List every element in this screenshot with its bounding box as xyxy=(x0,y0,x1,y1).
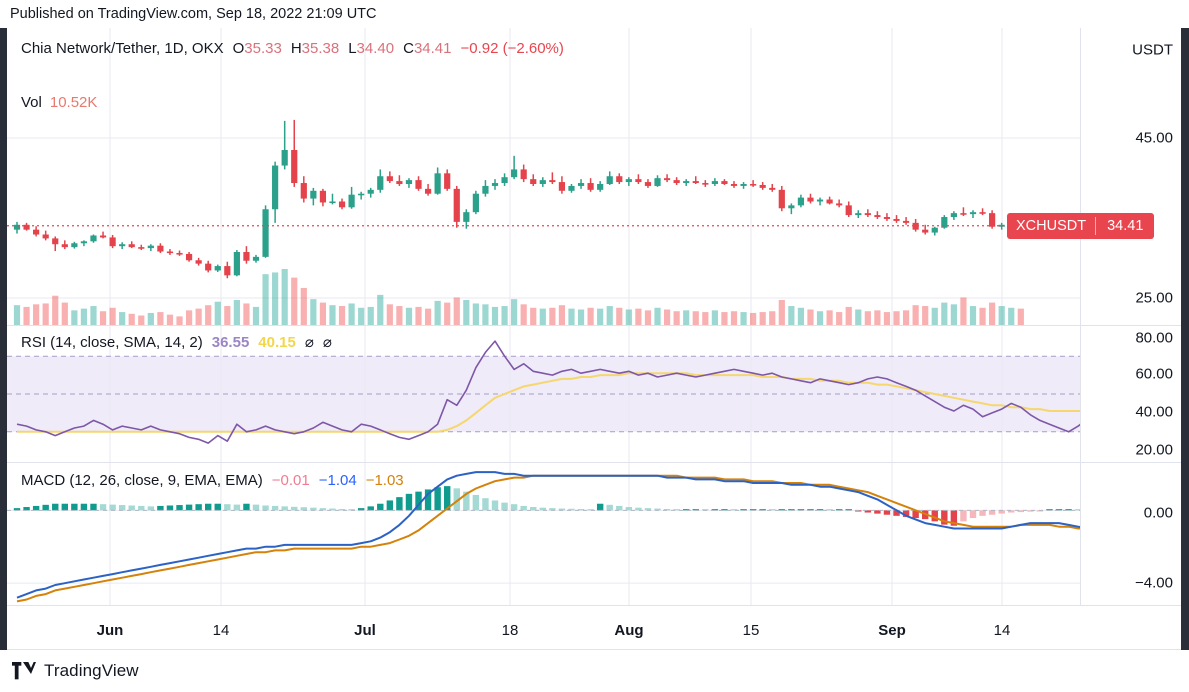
legend-change: −0.92 (−2.60%) xyxy=(460,40,564,57)
time-axis-label-0: Jun xyxy=(96,622,124,639)
legend-high-value: 35.38 xyxy=(301,40,340,57)
macd-svg xyxy=(7,463,1080,605)
price-badge-divider xyxy=(1095,216,1097,235)
macd-axis-label-0: 0.00 xyxy=(1143,504,1173,522)
rsi-legend-title[interactable]: RSI (14, close, SMA, 14, 2) xyxy=(21,334,203,351)
rsi-legend: RSI (14, close, SMA, 14, 2) 36.55 40.15 … xyxy=(21,333,332,351)
right-edge-rail xyxy=(1181,28,1189,650)
tradingview-brand-text: TradingView xyxy=(44,661,139,680)
time-axis[interactable]: Jun 14 Jul 18 Aug 15 Sep 14 xyxy=(7,606,1181,650)
left-edge-rail xyxy=(0,28,7,650)
legend-close-value: 34.41 xyxy=(413,40,452,57)
rsi-value: 36.55 xyxy=(211,334,250,351)
legend-low-value: 34.40 xyxy=(356,40,395,57)
legend-symbol[interactable]: Chia Network/Tether, 1D, OKX xyxy=(21,40,224,57)
published-caption: Published on TradingView.com, Sep 18, 20… xyxy=(0,0,1189,28)
rsi-axis-label-20: 20.00 xyxy=(1135,441,1173,459)
time-axis-label-4: Aug xyxy=(614,622,644,639)
macd-pane[interactable]: MACD (12, 26, close, 9, EMA, EMA) −0.01 … xyxy=(7,463,1181,605)
legend-high-label: H xyxy=(290,40,302,57)
rsi-axis-label-80: 80.00 xyxy=(1135,329,1173,347)
rsi-plot[interactable] xyxy=(7,326,1080,462)
macd-legend: MACD (12, 26, close, 9, EMA, EMA) −0.01 … xyxy=(21,472,404,489)
time-axis-label-3: 18 xyxy=(501,622,519,639)
pane-separator-price-rsi xyxy=(7,325,1181,326)
current-price-badge[interactable]: XCHUSDT 34.41 xyxy=(1007,212,1155,239)
rsi-axis-label-40: 40.00 xyxy=(1135,403,1173,421)
rsi-extra-1-icon[interactable]: ⌀ xyxy=(304,334,314,351)
time-axis-label-7: 14 xyxy=(993,622,1011,639)
time-axis-label-6: Sep xyxy=(878,622,906,639)
price-axis-label-45: 45.00 xyxy=(1135,129,1173,147)
rsi-sma-value: 40.15 xyxy=(258,334,296,351)
pane-separator-rsi-macd xyxy=(7,462,1181,463)
price-axis[interactable]: USDT 45.00 25.00 xyxy=(1080,28,1181,325)
volume-label[interactable]: Vol xyxy=(21,94,42,111)
rsi-pane[interactable]: RSI (14, close, SMA, 14, 2) 36.55 40.15 … xyxy=(7,326,1181,462)
rsi-extra-2-icon[interactable]: ⌀ xyxy=(322,334,332,351)
legend-open-label: O xyxy=(232,40,245,57)
time-axis-label-5: 15 xyxy=(742,622,760,639)
candlestick-svg xyxy=(7,28,1080,325)
macd-plot[interactable] xyxy=(7,463,1080,605)
legend-open-value: 35.33 xyxy=(244,40,282,57)
macd-signal-value: −1.03 xyxy=(365,472,404,489)
macd-axis-label-neg4: −4.00 xyxy=(1135,574,1173,592)
price-badge-ticker: XCHUSDT xyxy=(1016,217,1087,234)
volume-legend: Vol 10.52K xyxy=(21,94,97,111)
footer: TradingView xyxy=(0,650,1189,692)
price-legend: Chia Network/Tether, 1D, OKX O35.33 H35.… xyxy=(21,40,564,57)
price-plot[interactable] xyxy=(7,28,1080,325)
macd-line-value: −1.04 xyxy=(318,472,357,489)
macd-hist-value: −0.01 xyxy=(271,472,310,489)
price-axis-label-25: 25.00 xyxy=(1135,289,1173,307)
price-pane[interactable]: Chia Network/Tether, 1D, OKX O35.33 H35.… xyxy=(7,28,1181,325)
volume-value: 10.52K xyxy=(49,94,98,111)
rsi-axis[interactable]: 80.00 60.00 40.00 20.00 xyxy=(1080,326,1181,462)
legend-low-label: L xyxy=(348,40,357,57)
time-axis-label-1: 14 xyxy=(212,622,230,639)
tradingview-logo[interactable]: TradingView xyxy=(12,661,139,681)
tradingview-logo-icon xyxy=(12,662,36,680)
pane-separator-macd-time xyxy=(7,605,1181,606)
rsi-svg xyxy=(7,326,1080,462)
macd-legend-title[interactable]: MACD (12, 26, close, 9, EMA, EMA) xyxy=(21,472,263,489)
macd-axis[interactable]: 0.00 −4.00 xyxy=(1080,463,1181,605)
price-badge-price: 34.41 xyxy=(1107,217,1144,234)
rsi-axis-label-60: 60.00 xyxy=(1135,365,1173,383)
chart-frame: Chia Network/Tether, 1D, OKX O35.33 H35.… xyxy=(7,28,1181,650)
price-axis-unit: USDT xyxy=(1132,41,1173,59)
time-axis-label-2: Jul xyxy=(354,622,376,639)
chart-bottom-border xyxy=(7,649,1181,650)
legend-close-label: C xyxy=(403,40,414,57)
